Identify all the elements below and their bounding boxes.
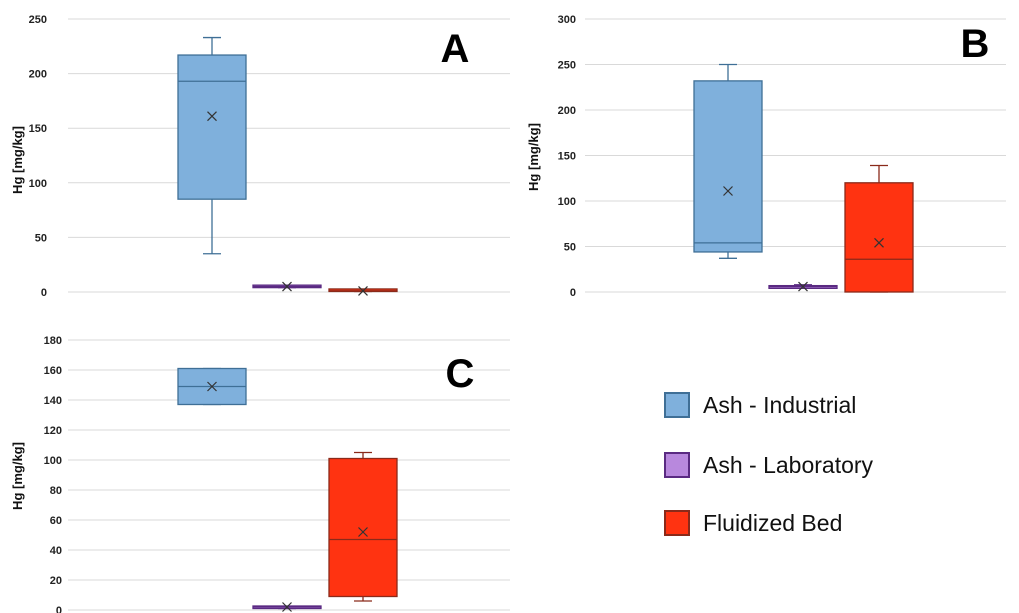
- iqr-box: [693, 80, 763, 253]
- mean-marker: [358, 527, 368, 537]
- y-tick-label: 40: [50, 545, 62, 557]
- mean-marker: [282, 602, 292, 612]
- iqr-box: [844, 182, 914, 293]
- y-tick-label: 250: [558, 60, 576, 72]
- y-tick-label: 60: [50, 515, 62, 527]
- legend: Ash - Industrial Ash - Laboratory Fluidize…: [664, 392, 874, 536]
- legend-swatch: [664, 392, 690, 418]
- box-ash-industrial: [177, 36, 247, 255]
- y-tick-label: 120: [44, 425, 62, 437]
- legend-label: Ash - Industrial: [703, 392, 856, 418]
- y-tick-label: 300: [558, 14, 576, 26]
- mean-marker: [874, 237, 884, 248]
- y-tick-label: 250: [29, 14, 47, 26]
- iqr-box: [328, 457, 398, 598]
- legend-swatch: [664, 510, 690, 536]
- panel-label: B: [961, 22, 990, 66]
- y-tick-label: 50: [35, 232, 47, 244]
- y-tick-label: 180: [44, 335, 62, 347]
- box-fluidized-bed: [328, 285, 398, 296]
- y-tick-label: 0: [570, 287, 576, 299]
- y-tick-label: 0: [56, 605, 62, 613]
- legend-item: Ash - Industrial: [664, 392, 856, 418]
- box-fluidized-bed: [328, 451, 398, 602]
- y-tick-label: 160: [44, 365, 62, 377]
- legend-label: Fluidized Bed: [703, 510, 842, 536]
- legend-swatch: [664, 452, 690, 478]
- chart-panel-b: 0 50 100 150 200 250 300 Hg [mg/kg] B: [526, 14, 1006, 299]
- box-ash-laboratory: [768, 281, 838, 292]
- y-tick-label: 200: [558, 105, 576, 117]
- mean-marker: [282, 281, 292, 292]
- y-tick-label: 50: [564, 242, 576, 254]
- y-tick-label: 80: [50, 485, 62, 497]
- y-tick-label: 0: [41, 287, 47, 299]
- mean-marker: [798, 281, 808, 292]
- box-ash-laboratory: [252, 281, 322, 292]
- y-tick-label: 20: [50, 575, 62, 587]
- y-tick-label: 200: [29, 69, 47, 81]
- legend-item: Fluidized Bed: [664, 510, 842, 536]
- y-tick-label: 140: [44, 395, 62, 407]
- y-axis-label: Hg [mg/kg]: [10, 442, 25, 510]
- panel-label: C: [446, 352, 475, 396]
- mean-marker: [207, 381, 217, 392]
- y-tick-label: 150: [558, 151, 576, 163]
- mean-marker: [723, 186, 733, 196]
- box-ash-industrial: [693, 63, 763, 259]
- y-tick-label: 100: [558, 196, 576, 208]
- iqr-box: [177, 54, 247, 200]
- box-ash-laboratory: [252, 602, 322, 612]
- mean-marker: [207, 111, 217, 122]
- y-tick-label: 100: [29, 178, 47, 190]
- y-axis-label: Hg [mg/kg]: [526, 123, 541, 191]
- box-fluidized-bed: [844, 164, 914, 293]
- box-ash-industrial: [177, 367, 247, 406]
- chart-panel-c: 0 20 40 60 80 100 120 140 160 180 Hg [mg/kg] C: [10, 335, 510, 613]
- mean-marker: [358, 285, 368, 296]
- legend-item: Ash - Laboratory: [664, 452, 874, 478]
- y-tick-label: 100: [44, 455, 62, 467]
- chart-panel-a: 0 50 100 150 200 250 Hg [mg/kg] A: [10, 14, 510, 299]
- y-axis-label: Hg [mg/kg]: [10, 126, 25, 194]
- y-tick-label: 150: [29, 123, 47, 135]
- legend-label: Ash - Laboratory: [703, 452, 874, 478]
- panel-label: A: [441, 27, 470, 71]
